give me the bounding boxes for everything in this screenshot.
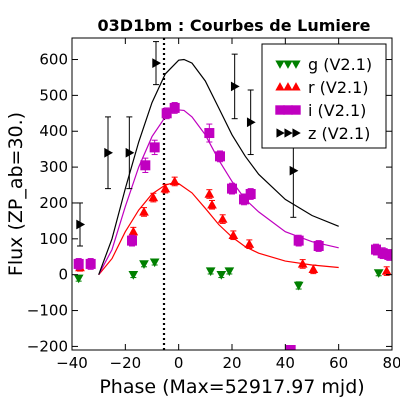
data-point-i-12 [285,345,296,350]
data-point-r-7 [207,199,217,209]
data-point-z-0 [76,219,86,230]
x-axis-label: Phase (Max=52917.97 mjd) [99,376,364,398]
x-tick-label-1: −20 [110,354,142,372]
x-tick-label-2: 0 [174,354,184,372]
legend-marker-g-0 [275,60,285,69]
data-point-z-5 [246,117,256,128]
y-tick-label-4: 200 [39,194,68,212]
y-tick-label-1: −100 [27,302,68,320]
legend-marker-r-2 [291,82,301,91]
data-point-r-2 [139,206,149,216]
legend-marker-z-1 [284,128,293,138]
data-point-i-8 [215,151,225,162]
data-point-z-3 [152,58,162,68]
legend-marker-r-0 [275,82,285,91]
data-point-i-2 [127,235,137,246]
legend: g (V2.1) r (V2.1) i (V2.1) z (V2.1) [261,43,387,149]
data-point-r-8 [217,214,228,223]
data-point-z-2 [125,147,135,158]
axes: −40 −20 0 20 40 60 80−200−10001002003004005006… [27,38,400,372]
data-point-i-17 [384,249,392,260]
data-point-g-3 [149,258,160,268]
data-point-g-2 [139,260,149,269]
data-point-g-6 [224,267,235,277]
x-tick-label-4: 40 [276,354,295,372]
y-tick-label-0: −200 [27,337,68,355]
data-point-i-7 [204,128,215,139]
x-tick-label-5: 60 [329,354,348,372]
legend-marker-g-1 [283,60,293,69]
series-curve-i [98,109,339,275]
chart-title: 03D1bm : Courbes de Lumiere [98,16,371,35]
data-point-z-6 [289,165,299,176]
data-point-g-5 [216,270,227,280]
data-point-z-1 [104,147,114,158]
plot-area [73,38,392,350]
y-tick-label-2: 0 [58,266,68,284]
legend-marker-g-2 [291,60,301,69]
legend-marker-i-0 [275,105,285,115]
data-point-r-12 [308,264,319,274]
y-axis-label: Flux (ZP_ab=30.) [5,112,27,276]
x-tick-label-6: 80 [382,354,400,372]
x-tick-label-3: 20 [222,354,241,372]
data-point-i-1 [85,258,96,269]
data-point-i-13 [293,235,304,246]
data-point-i-9 [227,183,237,194]
legend-marker-i-2 [291,105,301,115]
series-curve-r [98,182,339,276]
y-tick-label-7: 500 [39,86,68,104]
data-point-i-0 [73,258,84,269]
y-tick-label-8: 600 [39,51,68,69]
data-point-g-0 [73,274,84,284]
data-point-r-11 [297,258,308,268]
legend-marker-z-0 [276,128,285,138]
data-point-i-4 [149,142,160,153]
data-point-g-8 [373,269,384,278]
data-point-i-3 [140,160,151,171]
data-point-r-3 [148,192,159,202]
legend-marker-i-1 [283,105,293,115]
data-point-i-11 [245,189,256,199]
data-point-r-10 [244,239,255,248]
y-tick-label-3: 100 [39,230,68,248]
data-point-z-4 [230,81,240,92]
legend-marker-z-2 [292,128,301,138]
y-tick-label-5: 300 [39,158,68,176]
data-point-r-5 [169,176,180,186]
data-point-i-14 [313,241,324,251]
data-point-r-6 [204,188,215,198]
data-point-i-6 [169,102,180,113]
legend-label-z: z (V2.1) [308,124,370,143]
legend-label-r: r (V2.1) [308,78,369,97]
legend-label-g: g (V2.1) [308,55,372,74]
y-tick-label-6: 400 [39,122,68,140]
data-point-r-4 [160,183,171,193]
legend-marker-r-1 [283,82,293,91]
legend-label-i: i (V2.1) [308,101,366,120]
data-point-g-7 [293,281,304,291]
plot-content [73,38,392,350]
data-point-g-4 [205,267,216,277]
x-tick-label-0: −40 [56,354,88,372]
series-curve-z [98,58,339,275]
data-point-g-1 [128,270,139,280]
data-point-i-5 [161,108,172,119]
data-point-r-9 [228,230,239,239]
